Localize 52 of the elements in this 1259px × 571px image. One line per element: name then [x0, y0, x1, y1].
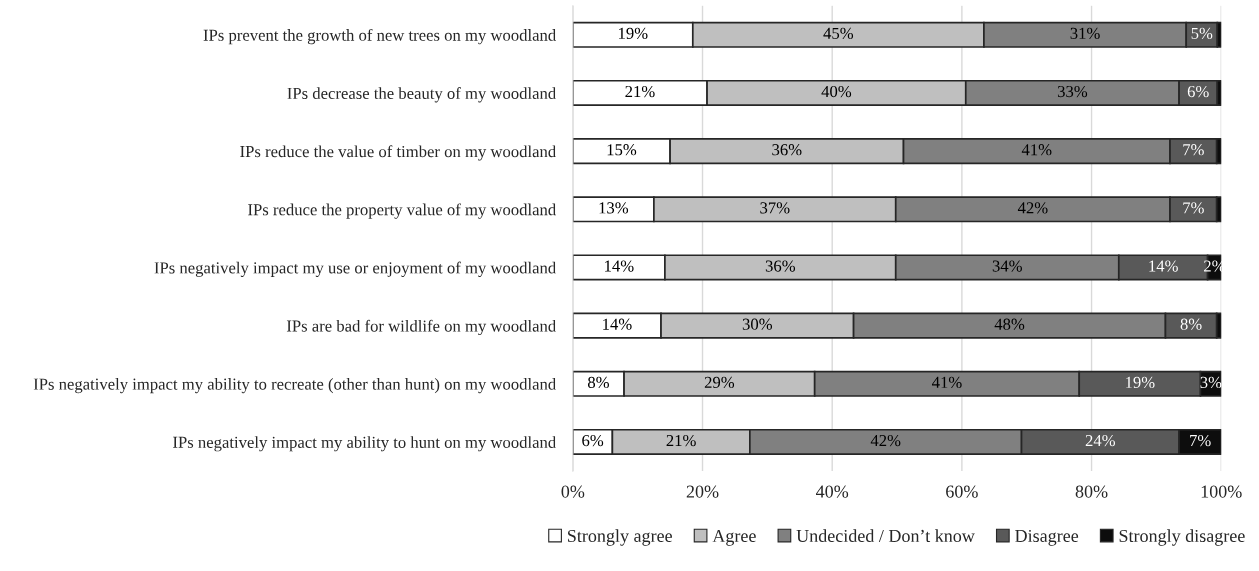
data-label: 24%	[1085, 434, 1116, 447]
data-label: 42%	[870, 434, 901, 447]
data-label: 6%	[582, 434, 604, 447]
data-label: 41%	[932, 376, 962, 389]
data-label: 36%	[765, 260, 796, 272]
data-label: 21%	[625, 85, 655, 98]
data-label: 5%	[1191, 27, 1213, 40]
data-label: 36%	[772, 144, 802, 156]
y-tick-label: IPs reduce the value of timber on my woodland	[240, 145, 556, 161]
legend-label: Agree	[712, 529, 756, 546]
data-label: 19%	[619, 27, 648, 40]
data-label: 8%	[1180, 318, 1202, 330]
data-label: 6%	[1187, 85, 1209, 98]
data-label: 14%	[605, 260, 634, 272]
x-tick-label: 0%	[561, 485, 585, 498]
data-label: 41%	[1021, 144, 1052, 156]
y-tick-label: IPs negatively impact my ability to recreate (other than hunt) on my woodland	[33, 378, 556, 394]
y-tick-label: IPs negatively impact my ability to hunt on my woodland	[173, 436, 556, 452]
data-label: 37%	[760, 202, 790, 214]
y-tick-label: IPs are bad for wildlife on my woodland	[286, 319, 556, 336]
data-label: 33%	[1057, 85, 1088, 98]
data-label: 7%	[1183, 144, 1204, 156]
data-label: 34%	[992, 260, 1022, 272]
legend-label: Strongly agree	[568, 529, 672, 546]
data-label: 7%	[1183, 202, 1204, 214]
x-tick-label: 60%	[946, 485, 978, 498]
legend-label: Undecided / Don’t know	[796, 529, 975, 543]
y-tick-label: IPs prevent the growth of new trees on my woodland	[203, 28, 556, 45]
data-label: 31%	[1070, 27, 1100, 40]
data-label: 14%	[1149, 260, 1178, 272]
data-label: 21%	[666, 434, 696, 447]
data-label: 7%	[1190, 434, 1211, 447]
data-label: 15%	[607, 144, 637, 156]
x-tick-label: 40%	[816, 485, 849, 498]
data-label: 45%	[823, 27, 854, 40]
y-tick-label: IPs decrease the beauty of my woodland	[287, 87, 556, 103]
y-tick-label: IPs reduce the property value of my woodland	[248, 203, 556, 219]
data-label: 48%	[994, 318, 1025, 330]
data-label: 40%	[821, 85, 852, 98]
data-label: 29%	[704, 376, 735, 389]
x-tick-label: 20%	[686, 485, 719, 498]
x-tick-label: 80%	[1075, 485, 1108, 498]
data-label: 19%	[1126, 376, 1155, 389]
data-label: 13%	[599, 202, 629, 214]
y-tick-label: IPs negatively impact my use or enjoyment of my woodland	[154, 261, 556, 277]
data-label: 30%	[742, 318, 773, 330]
legend-label: Strongly disagree	[1119, 529, 1245, 546]
legend-label: Disagree	[1015, 529, 1079, 546]
x-tick-label: 100%	[1201, 485, 1242, 498]
data-label: 42%	[1017, 202, 1048, 214]
data-label: 8%	[587, 376, 609, 389]
data-label: 14%	[603, 318, 632, 330]
